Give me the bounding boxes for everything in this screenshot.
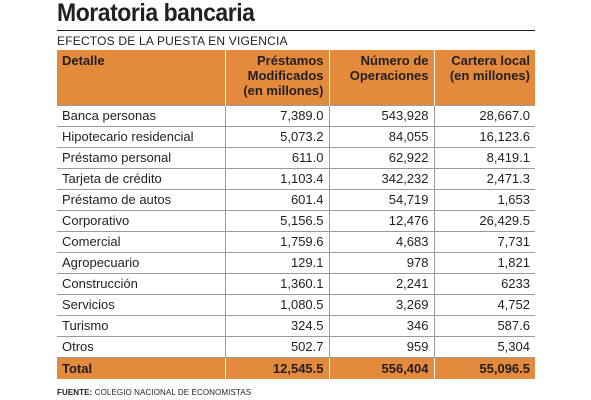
row-prestamos-modificados: 129.1 (224, 252, 329, 274)
header-line: (en millones) (243, 83, 324, 98)
row-cartera-local: 16,123.6 (433, 126, 535, 148)
row-prestamos-modificados: 1,360.1 (224, 273, 329, 295)
row-prestamos-modificados: 324.5 (224, 315, 329, 337)
row-cartera-local: 5,304 (433, 336, 535, 358)
header-line: Préstamos (257, 53, 324, 68)
row-detalle: Banca personas (57, 104, 225, 127)
header-numero-operaciones: Número de Operaciones (328, 50, 434, 105)
row-detalle: Construcción (57, 273, 225, 295)
header-line: Operaciones (349, 68, 429, 83)
header-prestamos-modificados: Préstamos Modificados (en millones) (224, 50, 329, 105)
row-detalle: Comercial (57, 231, 225, 253)
table-row: Banca personas 7,389.0 543,928 28,667.0 (57, 104, 535, 127)
row-numero-operaciones: 2,241 (328, 273, 434, 295)
header-detalle: Detalle (57, 50, 225, 105)
row-cartera-local: 28,667.0 (433, 104, 535, 127)
title-divider (57, 30, 535, 31)
header-cartera-local: Cartera local (en millones) (433, 50, 535, 105)
row-numero-operaciones: 4,683 (328, 231, 434, 253)
table-subtitle: EFECTOS DE LA PUESTA EN VIGENCIA (57, 34, 288, 48)
row-cartera-local: 1,821 (433, 252, 535, 274)
row-numero-operaciones: 3,269 (328, 294, 434, 316)
row-detalle: Servicios (57, 294, 225, 316)
row-numero-operaciones: 543,928 (328, 104, 434, 127)
row-numero-operaciones: 346 (328, 315, 434, 337)
total-cartera-local: 55,096.5 (433, 357, 535, 379)
table-row: Préstamo de autos 601.4 54,719 1,653 (57, 189, 535, 211)
row-numero-operaciones: 54,719 (328, 189, 434, 211)
row-detalle: Corporativo (57, 210, 225, 232)
row-cartera-local: 7,731 (433, 231, 535, 253)
total-row: Total 12,545.5 556,404 55,096.5 (57, 357, 535, 379)
row-numero-operaciones: 959 (328, 336, 434, 358)
row-numero-operaciones: 12,476 (328, 210, 434, 232)
row-detalle: Agropecuario (57, 252, 225, 274)
table-header: Detalle Préstamos Modificados (en millones… (57, 50, 535, 105)
row-prestamos-modificados: 1,080.5 (224, 294, 329, 316)
table-footer: Total 12,545.5 556,404 55,096.5 (57, 357, 535, 379)
source-text: COLEGIO NACIONAL DE ECONOMISTAS (94, 388, 252, 397)
header-row: Detalle Préstamos Modificados (en millones… (57, 50, 535, 105)
table-row: Hipotecario residencial 5,073.2 84,055 16,1… (57, 126, 535, 148)
row-detalle: Préstamo personal (57, 147, 225, 169)
row-detalle: Préstamo de autos (57, 189, 225, 211)
row-prestamos-modificados: 611.0 (224, 147, 329, 169)
total-numero-operaciones: 556,404 (328, 357, 434, 379)
table-row: Préstamo personal 611.0 62,922 8,419.1 (57, 147, 535, 169)
row-numero-operaciones: 62,922 (328, 147, 434, 169)
row-detalle: Tarjeta de crédito (57, 168, 225, 190)
row-numero-operaciones: 342,232 (328, 168, 434, 190)
row-cartera-local: 6233 (433, 273, 535, 295)
row-prestamos-modificados: 601.4 (224, 189, 329, 211)
row-prestamos-modificados: 1,759.6 (224, 231, 329, 253)
table-row: Corporativo 5,156.5 12,476 26,429.5 (57, 210, 535, 232)
row-cartera-local: 26,429.5 (433, 210, 535, 232)
row-cartera-local: 1,653 (433, 189, 535, 211)
table-body: Banca personas 7,389.0 543,928 28,667.0 Hipo… (57, 104, 535, 358)
table-row: Agropecuario 129.1 978 1,821 (57, 252, 535, 274)
moratorium-table: Detalle Préstamos Modificados (en millones… (57, 50, 535, 379)
row-detalle: Hipotecario residencial (57, 126, 225, 148)
header-line: (en millones) (449, 68, 530, 83)
row-cartera-local: 587.6 (433, 315, 535, 337)
row-prestamos-modificados: 1,103.4 (224, 168, 329, 190)
table-row: Turismo 324.5 346 587.6 (57, 315, 535, 337)
header-line: Número de (360, 53, 429, 68)
total-prestamos-modificados: 12,545.5 (224, 357, 329, 379)
total-label: Total (62, 360, 93, 376)
row-cartera-local: 2,471.3 (433, 168, 535, 190)
row-detalle: Otros (57, 336, 225, 358)
row-prestamos-modificados: 5,156.5 (224, 210, 329, 232)
table-row: Otros 502.7 959 5,304 (57, 336, 535, 358)
row-numero-operaciones: 978 (328, 252, 434, 274)
table-row: Construcción 1,360.1 2,241 6233 (57, 273, 535, 295)
row-cartera-local: 4,752 (433, 294, 535, 316)
row-detalle: Turismo (57, 315, 225, 337)
row-prestamos-modificados: 7,389.0 (224, 104, 329, 127)
table-row: Servicios 1,080.5 3,269 4,752 (57, 294, 535, 316)
header-line: Detalle (62, 53, 105, 68)
row-cartera-local: 8,419.1 (433, 147, 535, 169)
header-line: Modificados (247, 68, 324, 83)
row-numero-operaciones: 84,055 (328, 126, 434, 148)
source-label: FUENTE: (57, 388, 93, 397)
table-row: Comercial 1,759.6 4,683 7,731 (57, 231, 535, 253)
header-line: Cartera local (451, 53, 530, 68)
table-row: Tarjeta de crédito 1,103.4 342,232 2,471.3 (57, 168, 535, 190)
source-note: FUENTE: COLEGIO NACIONAL DE ECONOMISTAS (57, 388, 251, 398)
row-prestamos-modificados: 5,073.2 (224, 126, 329, 148)
row-prestamos-modificados: 502.7 (224, 336, 329, 358)
page-title: Moratoria bancaria (57, 0, 255, 27)
